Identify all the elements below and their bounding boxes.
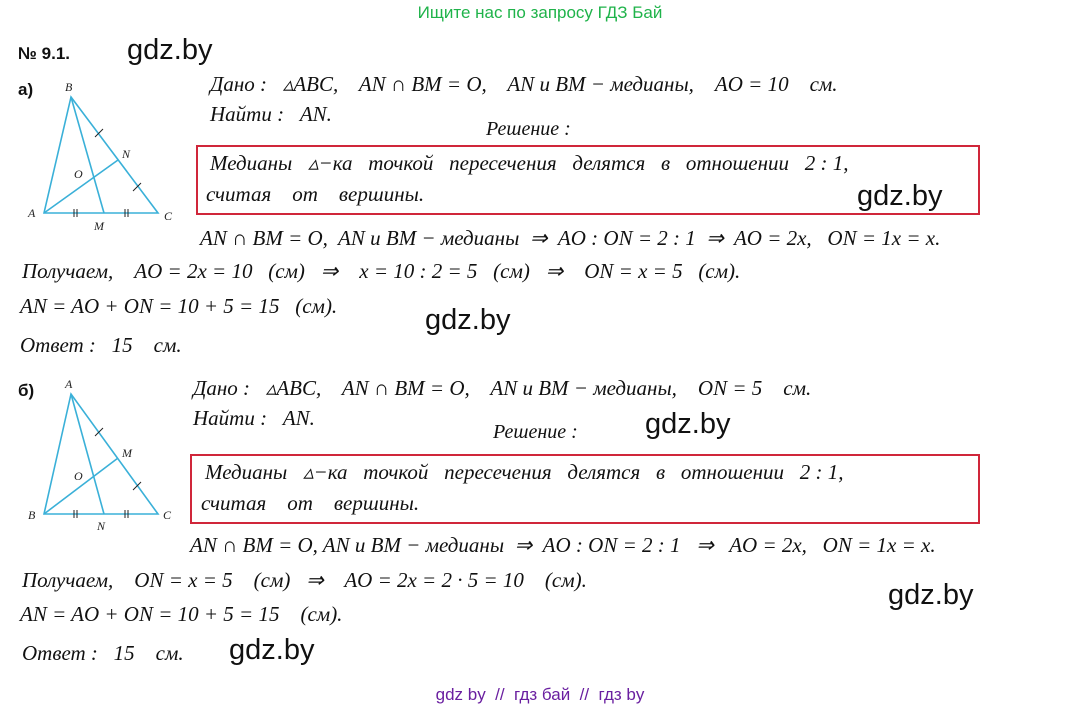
problem-number: № 9.1. bbox=[18, 44, 71, 63]
vertex-label: B bbox=[28, 508, 36, 522]
watermark: gdz.by bbox=[229, 634, 315, 666]
solution-b-line1: AN ∩ BM = O, AN и BM − медианы ⇒ AO : ON… bbox=[190, 533, 936, 557]
footer-links[interactable]: gdz by // гдз бай // гдз by bbox=[435, 685, 645, 704]
watermark: gdz.by bbox=[425, 304, 511, 336]
part-b-label: б) bbox=[18, 381, 35, 400]
vertex-label: C bbox=[163, 508, 172, 522]
solution-a-line3: AN = AO + ON = 10 + 5 = 15 (см). bbox=[20, 294, 338, 318]
theorem-box-a bbox=[196, 145, 980, 215]
watermark: gdz.by bbox=[127, 34, 213, 66]
theorem-a-line1: Медианы ▵−ка точкой пересечения делятся … bbox=[210, 151, 849, 175]
solution-a-line1: AN ∩ BM = O, AN и BM − медианы ⇒ AO : ON… bbox=[200, 226, 941, 250]
triangle-figure-b: A B C N M O bbox=[28, 377, 172, 533]
theorem-b-line2: считая от вершины. bbox=[201, 491, 420, 515]
triangle-figure-a: B A C M N O bbox=[27, 80, 173, 233]
header-banner[interactable]: Ищите нас по запросу ГДЗ Бай bbox=[417, 3, 663, 22]
vertex-label: C bbox=[164, 209, 173, 223]
theorem-box-b bbox=[190, 454, 980, 524]
vertex-label: A bbox=[64, 377, 73, 391]
find-a: Найти : AN. bbox=[210, 102, 332, 126]
answer-b: Ответ : 15 см. bbox=[22, 641, 184, 665]
solution-title-b: Решение : bbox=[493, 421, 578, 443]
solution-title-a: Решение : bbox=[486, 118, 571, 140]
vertex-label: B bbox=[65, 80, 73, 94]
midpoint-label: N bbox=[121, 147, 131, 161]
find-b: Найти : AN. bbox=[193, 406, 315, 430]
given-a: Дано : ▵ABC, AN ∩ BM = O, AN и BM − меди… bbox=[210, 72, 838, 96]
solution-b-line3: AN = AO + ON = 10 + 5 = 15 (см). bbox=[20, 602, 343, 626]
midpoint-label: M bbox=[93, 219, 105, 233]
vertex-label: A bbox=[27, 206, 36, 220]
answer-a: Ответ : 15 см. bbox=[20, 333, 182, 357]
center-label: O bbox=[74, 167, 83, 181]
center-label: O bbox=[74, 469, 83, 483]
solution-a-line2: Получаем, AO = 2x = 10 (см) ⇒ x = 10 : 2… bbox=[22, 259, 741, 283]
theorem-a-line2: считая от вершины. bbox=[206, 182, 425, 206]
watermark: gdz.by bbox=[645, 408, 731, 440]
theorem-b-line1: Медианы ▵−ка точкой пересечения делятся … bbox=[205, 460, 844, 484]
midpoint-label: N bbox=[96, 519, 106, 533]
given-b: Дано : ▵ABC, AN ∩ BM = O, AN и BM − меди… bbox=[193, 376, 812, 400]
part-a-label: а) bbox=[18, 80, 34, 99]
midpoint-label: M bbox=[121, 446, 133, 460]
watermark: gdz.by bbox=[888, 579, 974, 611]
watermark: gdz.by bbox=[857, 180, 943, 212]
solution-b-line2: Получаем, ON = x = 5 (см) ⇒ AO = 2x = 2 … bbox=[22, 568, 587, 592]
